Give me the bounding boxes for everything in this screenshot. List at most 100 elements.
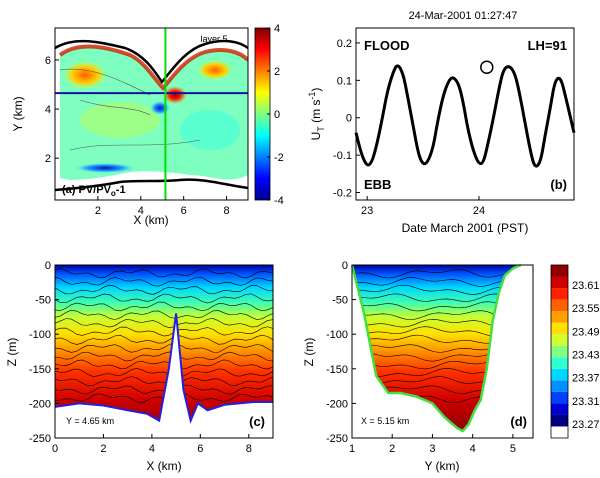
panel-c-contour-line (55, 368, 273, 378)
panel-d-annotation: X = 5.15 km (361, 416, 409, 426)
panel-c-y-tick-label: -100 (29, 329, 51, 341)
panel-a-colorbar-tick-label: -4 (274, 195, 284, 207)
panel-d-colorbar-swatch (551, 276, 568, 289)
panel-b-axes-box (355, 27, 575, 201)
panel-a-x-tick-label: 6 (181, 205, 187, 217)
panel-c-x-tick-label: 8 (246, 443, 252, 455)
panel-a-colorbar-tick-label: -2 (274, 152, 284, 164)
panel-c-xlabel: X (km) (146, 459, 181, 473)
panel-d-colorbar-swatch (551, 391, 568, 404)
panel-d-y-tick-label: -100 (326, 329, 348, 341)
panel-c-y-tick-label: 0 (45, 260, 51, 272)
panel-b-ebb-label: EBB (364, 177, 391, 192)
panel-d-colorbar (550, 264, 569, 439)
panel-a-colorbar-ticks: 4 2 0 -2 -4 (267, 23, 284, 207)
panel-d-colorbar-swatch (551, 265, 568, 277)
panel-a-y-tick-label: 2 (45, 153, 51, 165)
panel-d-y-tick-label: -250 (326, 433, 348, 445)
panel-d-colorbar-swatch (551, 357, 568, 369)
panel-b-x-tick-label: 23 (361, 205, 373, 217)
panel-d-colorbar-swatch (551, 403, 568, 415)
panel-c-contour-line (55, 334, 273, 345)
panel-b-y-tick-label: -0.2 (333, 188, 352, 200)
panel-d-colorbar-swatch (551, 345, 568, 358)
panel-d-x-ticks: 1 2 3 4 5 (349, 434, 516, 455)
panel-c-y-tick-label: -200 (29, 398, 51, 410)
panel-c-ylabel: Z (m) (5, 338, 19, 367)
panel-b-panel-tag: (b) (550, 177, 567, 192)
panel-b-series-line (354, 64, 576, 168)
panel-d-colorbar-swatch (551, 368, 568, 381)
panel-c-contour-line (55, 301, 273, 312)
panel-d-y-tick-label: 0 (342, 260, 348, 272)
panel-b-flood-label: FLOOD (364, 38, 410, 53)
panel-c-x-tick-label: 4 (149, 443, 155, 455)
panel-c-x-tick-label: 0 (52, 443, 58, 455)
panel-b-y-ticks: 0.2 0.1 0 -0.1 -0.2 (333, 38, 360, 200)
panel-a-coastline-north (55, 39, 248, 85)
panel-a-colorbar-tick-label: 2 (274, 66, 280, 78)
panel-c-contour-line (55, 309, 273, 320)
panel-d-x-tick-label: 1 (349, 443, 355, 455)
panel-a-axes-box (54, 27, 249, 201)
panel-c-x-ticks: 0 2 4 6 8 (52, 434, 252, 455)
panel-d-x-tick-label: 2 (389, 443, 395, 455)
panel-d-colorbar-swatch (551, 322, 568, 335)
panel-d-y-tick-label: -50 (332, 295, 348, 307)
panel-b-x-ticks: 23 24 (361, 196, 485, 217)
panel-d-colorbar-swatch (551, 426, 568, 438)
panel-b-lh-label: LH=91 (528, 38, 567, 53)
panel-c-y-tick-label: -150 (29, 364, 51, 376)
panel-d-colorbar-swatch (551, 311, 568, 323)
panel-d-colorbar-tick-label: 23.61 (572, 280, 600, 292)
panel-c-contour-line (55, 293, 273, 304)
panel-c-panel-tag: (c) (249, 414, 265, 429)
panel-c-x-tick-label: 2 (100, 443, 106, 455)
panel-a-layer-label: layer 5 (200, 34, 227, 44)
panel-d-colorbar-swatch (551, 334, 568, 346)
panel-d-x-tick-label: 3 (429, 443, 435, 455)
panel-b: 24-Mar-2001 01:27:47 23 24 0.2 0.1 0 -0.1 -0.… (307, 10, 576, 235)
panel-d-x-tick-label: 5 (510, 443, 516, 455)
panel-c-contours (55, 268, 273, 403)
panel-c-contour-line (55, 376, 273, 387)
panel-a-label: (a) PV/PVo-1 (62, 184, 126, 198)
panel-d-colorbar-tick-label: 23.55 (572, 303, 600, 315)
panel-c-y-tick-label: -50 (35, 295, 51, 307)
panel-b-xlabel: Date March 2001 (PST) (402, 221, 529, 235)
panel-c-annotation: Y = 4.65 km (66, 416, 114, 426)
panel-b-y-tick-label: 0 (346, 113, 352, 125)
panel-a-coastline-south (55, 178, 248, 192)
panel-a-y-ticks: 2 4 6 (45, 55, 59, 165)
panel-c-contour-line (55, 318, 273, 329)
panel-b-y-tick-label: 0.2 (337, 38, 352, 50)
panel-d-colorbar-ticks: 23.61 23.55 23.49 23.43 23.37 23.31 23.27 (572, 280, 600, 431)
panel-c-y-tick-label: -250 (29, 433, 51, 445)
panel-a-xlabel: X (km) (133, 213, 168, 227)
panel-a-field (55, 28, 248, 200)
panel-b-title: 24-Mar-2001 01:27:47 (409, 10, 518, 22)
panel-c-contour-line (55, 326, 273, 337)
panel-d-bottom-profile (350, 263, 522, 433)
panel-b-y-tick-label: 0.1 (337, 75, 352, 87)
panel-a-colorbar-tick-label: 4 (274, 23, 280, 35)
panel-d: 1 2 3 4 5 0 -50 -100 -150 -200 -250 X = 5.15 km (… (302, 260, 600, 473)
panel-a-y-tick-label: 4 (45, 104, 51, 116)
panel-d-panel-tag: (d) (510, 414, 527, 429)
panel-a-x-tick-label: 8 (223, 205, 229, 217)
panel-c-bottom-profile (54, 313, 273, 424)
panel-c-contour-line (55, 342, 273, 353)
panel-a-ylabel: Y (km) (11, 96, 25, 131)
panel-c-contour-line (55, 359, 273, 370)
panel-c-axes-box (54, 264, 274, 439)
panel-d-y-tick-label: -150 (326, 364, 348, 376)
panel-d-colorbar-swatch (551, 414, 568, 427)
panel-d-colorbar-swatch (551, 288, 568, 300)
panel-a: 2 4 6 8 2 4 6 layer 5 (a) PV/PVo-1 X (km) Y (… (11, 23, 284, 227)
panel-c-contour-line (55, 351, 273, 362)
panel-c: 0 2 4 6 8 0 -50 -100 -150 -200 -250 Y = 4.65 km (… (5, 260, 274, 473)
panel-a-x-tick-label: 2 (95, 205, 101, 217)
panel-b-ylabel: UT (m s-1) (307, 88, 326, 141)
panel-b-current-time-marker (480, 60, 494, 75)
